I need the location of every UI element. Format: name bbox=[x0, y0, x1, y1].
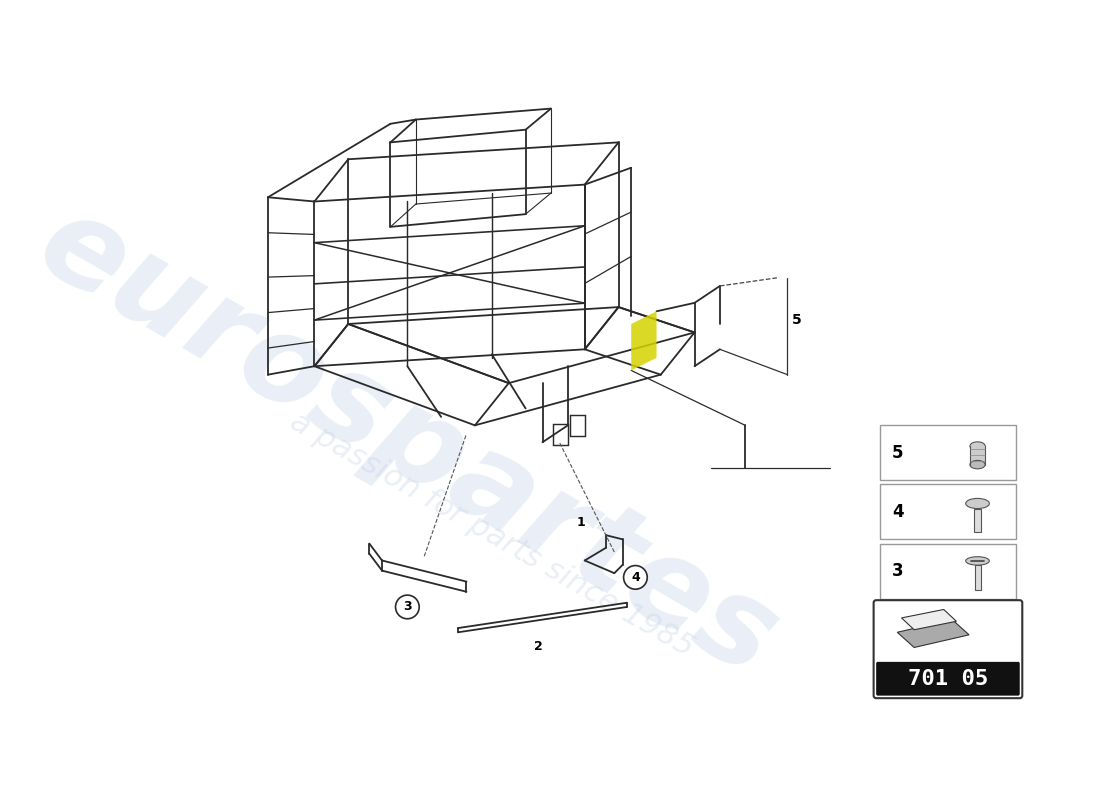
Text: 3: 3 bbox=[403, 601, 411, 614]
Text: 4: 4 bbox=[631, 571, 640, 584]
Ellipse shape bbox=[970, 442, 986, 450]
Circle shape bbox=[624, 566, 647, 590]
Bar bbox=[975, 509, 981, 532]
Polygon shape bbox=[631, 311, 657, 370]
Ellipse shape bbox=[966, 557, 989, 565]
Bar bbox=[570, 415, 585, 436]
Bar bbox=[552, 424, 568, 445]
Text: eurospartes: eurospartes bbox=[19, 184, 796, 701]
Ellipse shape bbox=[970, 460, 986, 469]
FancyBboxPatch shape bbox=[873, 600, 1022, 698]
Polygon shape bbox=[902, 610, 956, 630]
Bar bbox=[880, 426, 1015, 480]
Text: 5: 5 bbox=[892, 444, 904, 462]
Text: a passion for parts since 1985: a passion for parts since 1985 bbox=[285, 407, 698, 663]
Bar bbox=[970, 446, 986, 465]
FancyBboxPatch shape bbox=[877, 662, 1020, 696]
Text: 2: 2 bbox=[534, 640, 542, 653]
Bar bbox=[880, 485, 1015, 539]
Text: 701 05: 701 05 bbox=[908, 669, 988, 689]
Text: 5: 5 bbox=[792, 313, 802, 326]
Text: 3: 3 bbox=[892, 562, 904, 580]
Bar bbox=[880, 543, 1015, 598]
Ellipse shape bbox=[966, 498, 989, 509]
Text: 4: 4 bbox=[892, 503, 904, 521]
Text: 1: 1 bbox=[576, 516, 585, 529]
Polygon shape bbox=[898, 620, 969, 647]
Circle shape bbox=[396, 595, 419, 618]
Bar bbox=[975, 565, 981, 590]
